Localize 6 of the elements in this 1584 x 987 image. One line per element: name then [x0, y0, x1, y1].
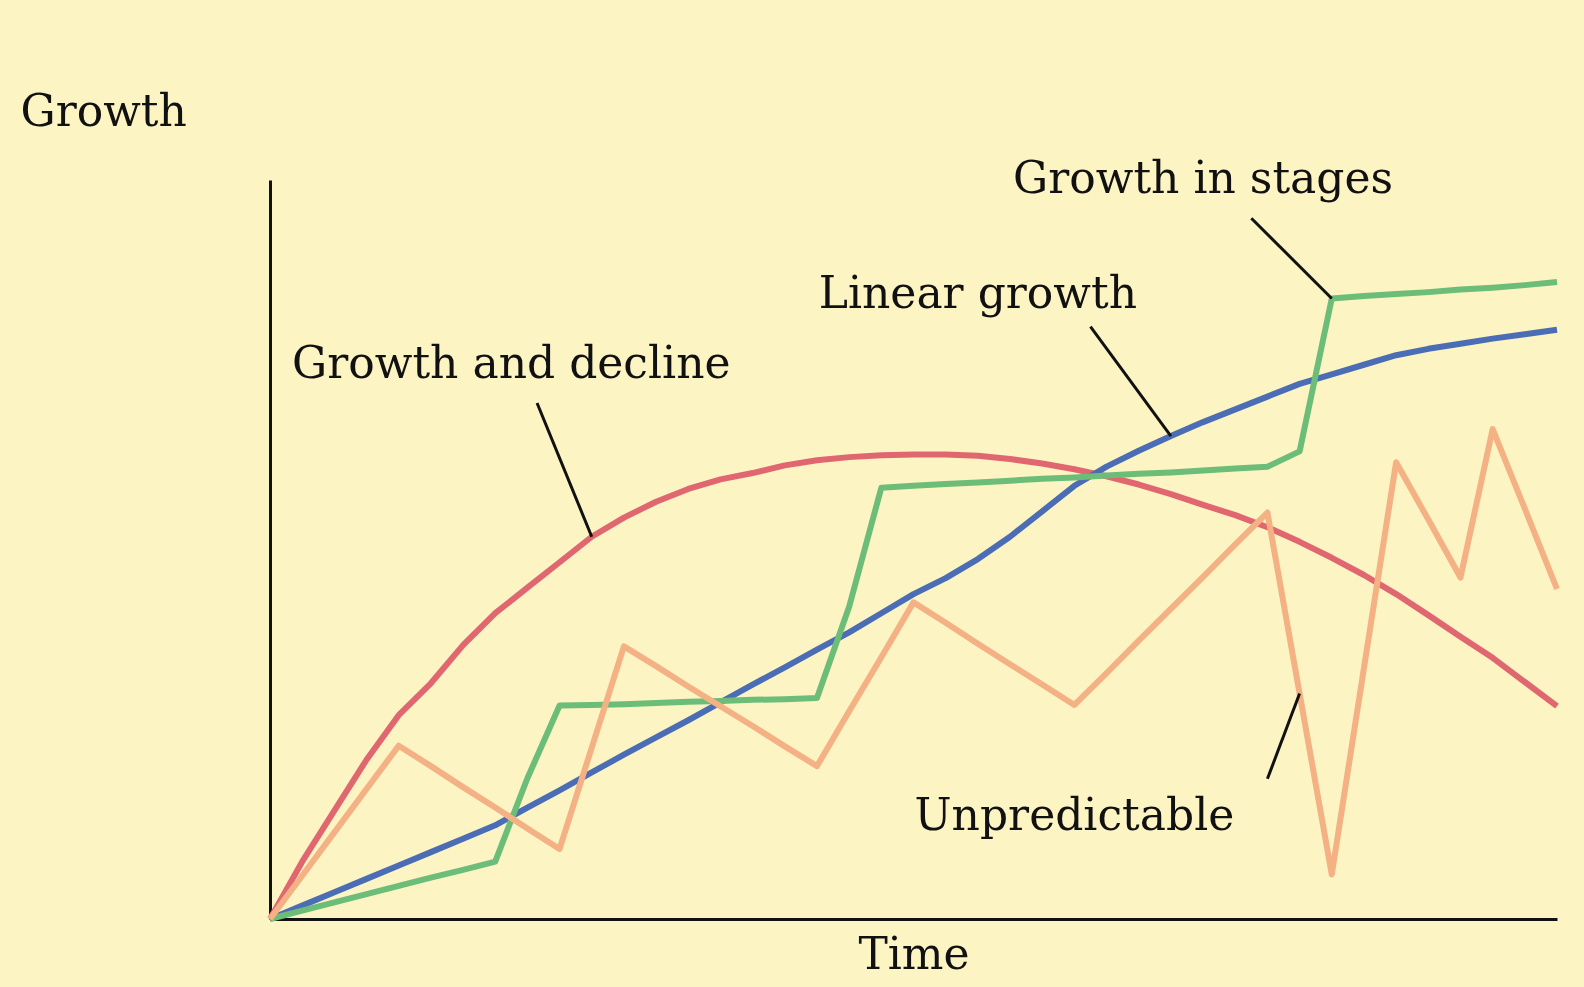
series-label: Growth and decline — [292, 336, 731, 388]
text: Growth in stages — [1013, 152, 1394, 203]
series-label: Unpredictable — [914, 789, 1235, 841]
x-axis-title: Time — [858, 927, 970, 979]
text: Linear growth — [818, 266, 1137, 318]
y-axis-title: Growth — [20, 84, 187, 136]
